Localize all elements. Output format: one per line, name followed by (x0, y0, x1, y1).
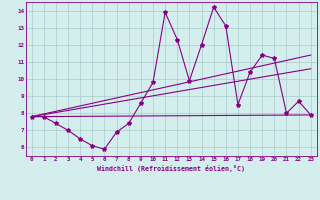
X-axis label: Windchill (Refroidissement éolien,°C): Windchill (Refroidissement éolien,°C) (97, 165, 245, 172)
